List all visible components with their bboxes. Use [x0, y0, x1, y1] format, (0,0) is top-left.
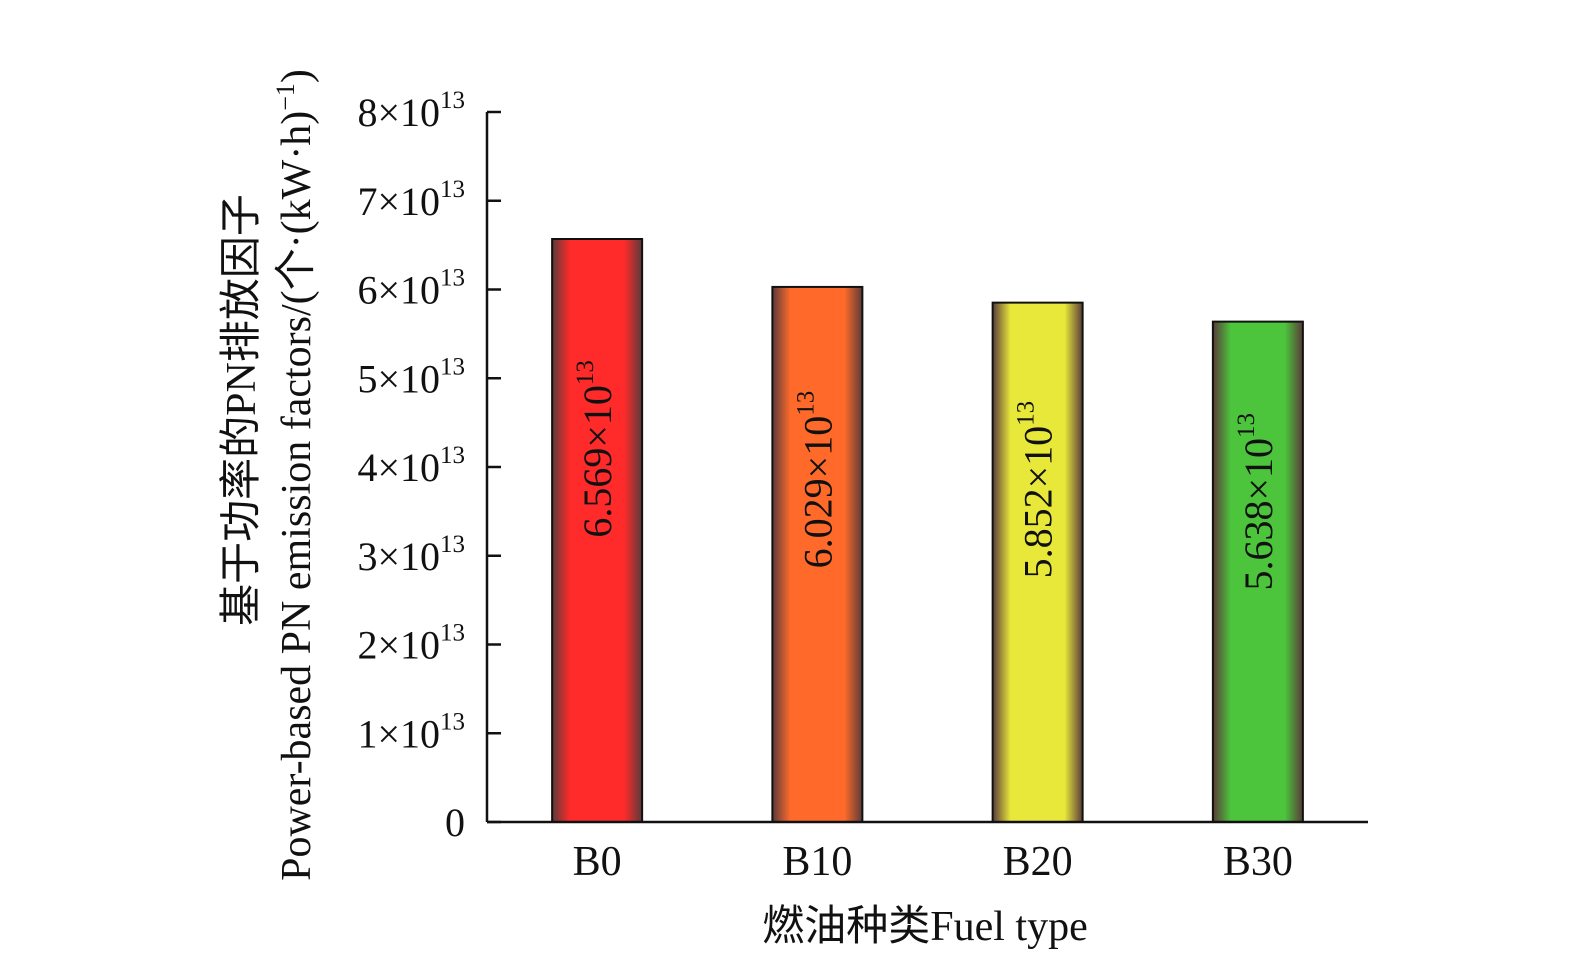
y-axis-title-line1: 基于功率的PN排放因子: [218, 194, 265, 626]
x-tick-label-b0: B0: [573, 839, 622, 885]
data-label-b20: 5.852×1013: [1013, 401, 1061, 579]
y-axis-title-line2-close: ): [274, 69, 320, 83]
x-tick-label-b10: B10: [782, 839, 852, 885]
y-tick-label: 0: [445, 800, 465, 845]
bar-b30: [1211, 320, 1304, 823]
y-tick-label: 6×1013: [357, 265, 465, 313]
x-ticks-group: B0 B10 B20 B30: [573, 839, 1293, 885]
bar-b10: [771, 285, 864, 823]
y-axis-title: 基于功率的PN排放因子: [218, 194, 265, 626]
data-label-b30: 5.638×1013: [1233, 413, 1281, 591]
data-label-text: 6.029×1013: [792, 391, 840, 569]
y-axis-title-line2: Power-based PN emission factors/(个·(kW·h…: [271, 69, 320, 881]
bar-b0: [551, 238, 644, 824]
y-axis-title-line2-main: Power-based PN emission factors/(个·(kW·h…: [274, 111, 320, 881]
y-tick-label: 8×1013: [357, 87, 465, 135]
data-label-b0: 6.569×1013: [572, 360, 620, 538]
y-tick-label: 1×1013: [357, 708, 465, 756]
data-labels-group: 6.569×1013 6.029×1013 5.852×1013 5.638×1013: [572, 360, 1281, 590]
x-tick-label-b30: B30: [1223, 839, 1293, 885]
data-label-b10: 6.029×1013: [792, 391, 840, 569]
data-label-text: 5.852×1013: [1013, 401, 1061, 579]
data-label-text: 5.638×1013: [1233, 413, 1281, 591]
y-tick-label: 3×1013: [357, 531, 465, 579]
x-axis-title: 燃油种类Fuel type: [762, 904, 1087, 950]
y-tick-label: 7×1013: [357, 176, 465, 224]
x-tick-label-b20: B20: [1003, 839, 1073, 885]
y-axis-title-line2-sup: −1: [271, 83, 300, 111]
bar-b20: [991, 301, 1084, 823]
bars-group: [551, 238, 1304, 824]
y-tick-label: 4×1013: [357, 442, 465, 490]
y-tick-label: 2×1013: [357, 620, 465, 668]
y-tick-label: 5×1013: [357, 353, 465, 401]
data-label-text: 6.569×1013: [572, 360, 620, 538]
y-ticks-group: 0 1×1013 2×1013 3×1013 4×1013 5×1013 6×1013 7×1…: [357, 87, 501, 845]
y-axis-title-line2-group: Power-based PN emission factors/(个·(kW·h…: [271, 69, 320, 881]
